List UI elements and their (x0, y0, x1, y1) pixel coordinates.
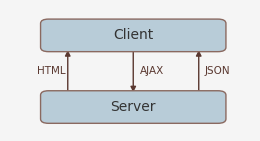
Text: Server: Server (110, 100, 156, 114)
Text: HTML: HTML (36, 66, 65, 76)
Text: Client: Client (113, 28, 153, 42)
FancyBboxPatch shape (41, 19, 226, 52)
Text: JSON: JSON (205, 66, 230, 76)
Text: AJAX: AJAX (140, 66, 165, 76)
FancyBboxPatch shape (41, 91, 226, 123)
